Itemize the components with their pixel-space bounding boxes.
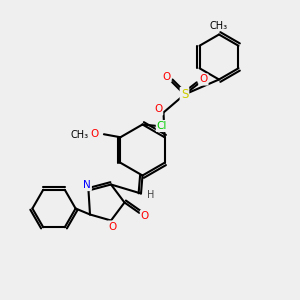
Text: O: O (162, 71, 171, 82)
Text: O: O (141, 211, 149, 221)
Text: H: H (147, 190, 154, 200)
Text: N: N (83, 180, 91, 190)
Text: CH₃: CH₃ (71, 130, 89, 140)
Text: O: O (91, 129, 99, 139)
Text: O: O (199, 74, 208, 85)
Text: O: O (154, 104, 162, 115)
Text: S: S (181, 88, 188, 101)
Text: O: O (108, 221, 117, 232)
Text: CH₃: CH₃ (210, 21, 228, 31)
Text: Cl: Cl (157, 121, 167, 131)
